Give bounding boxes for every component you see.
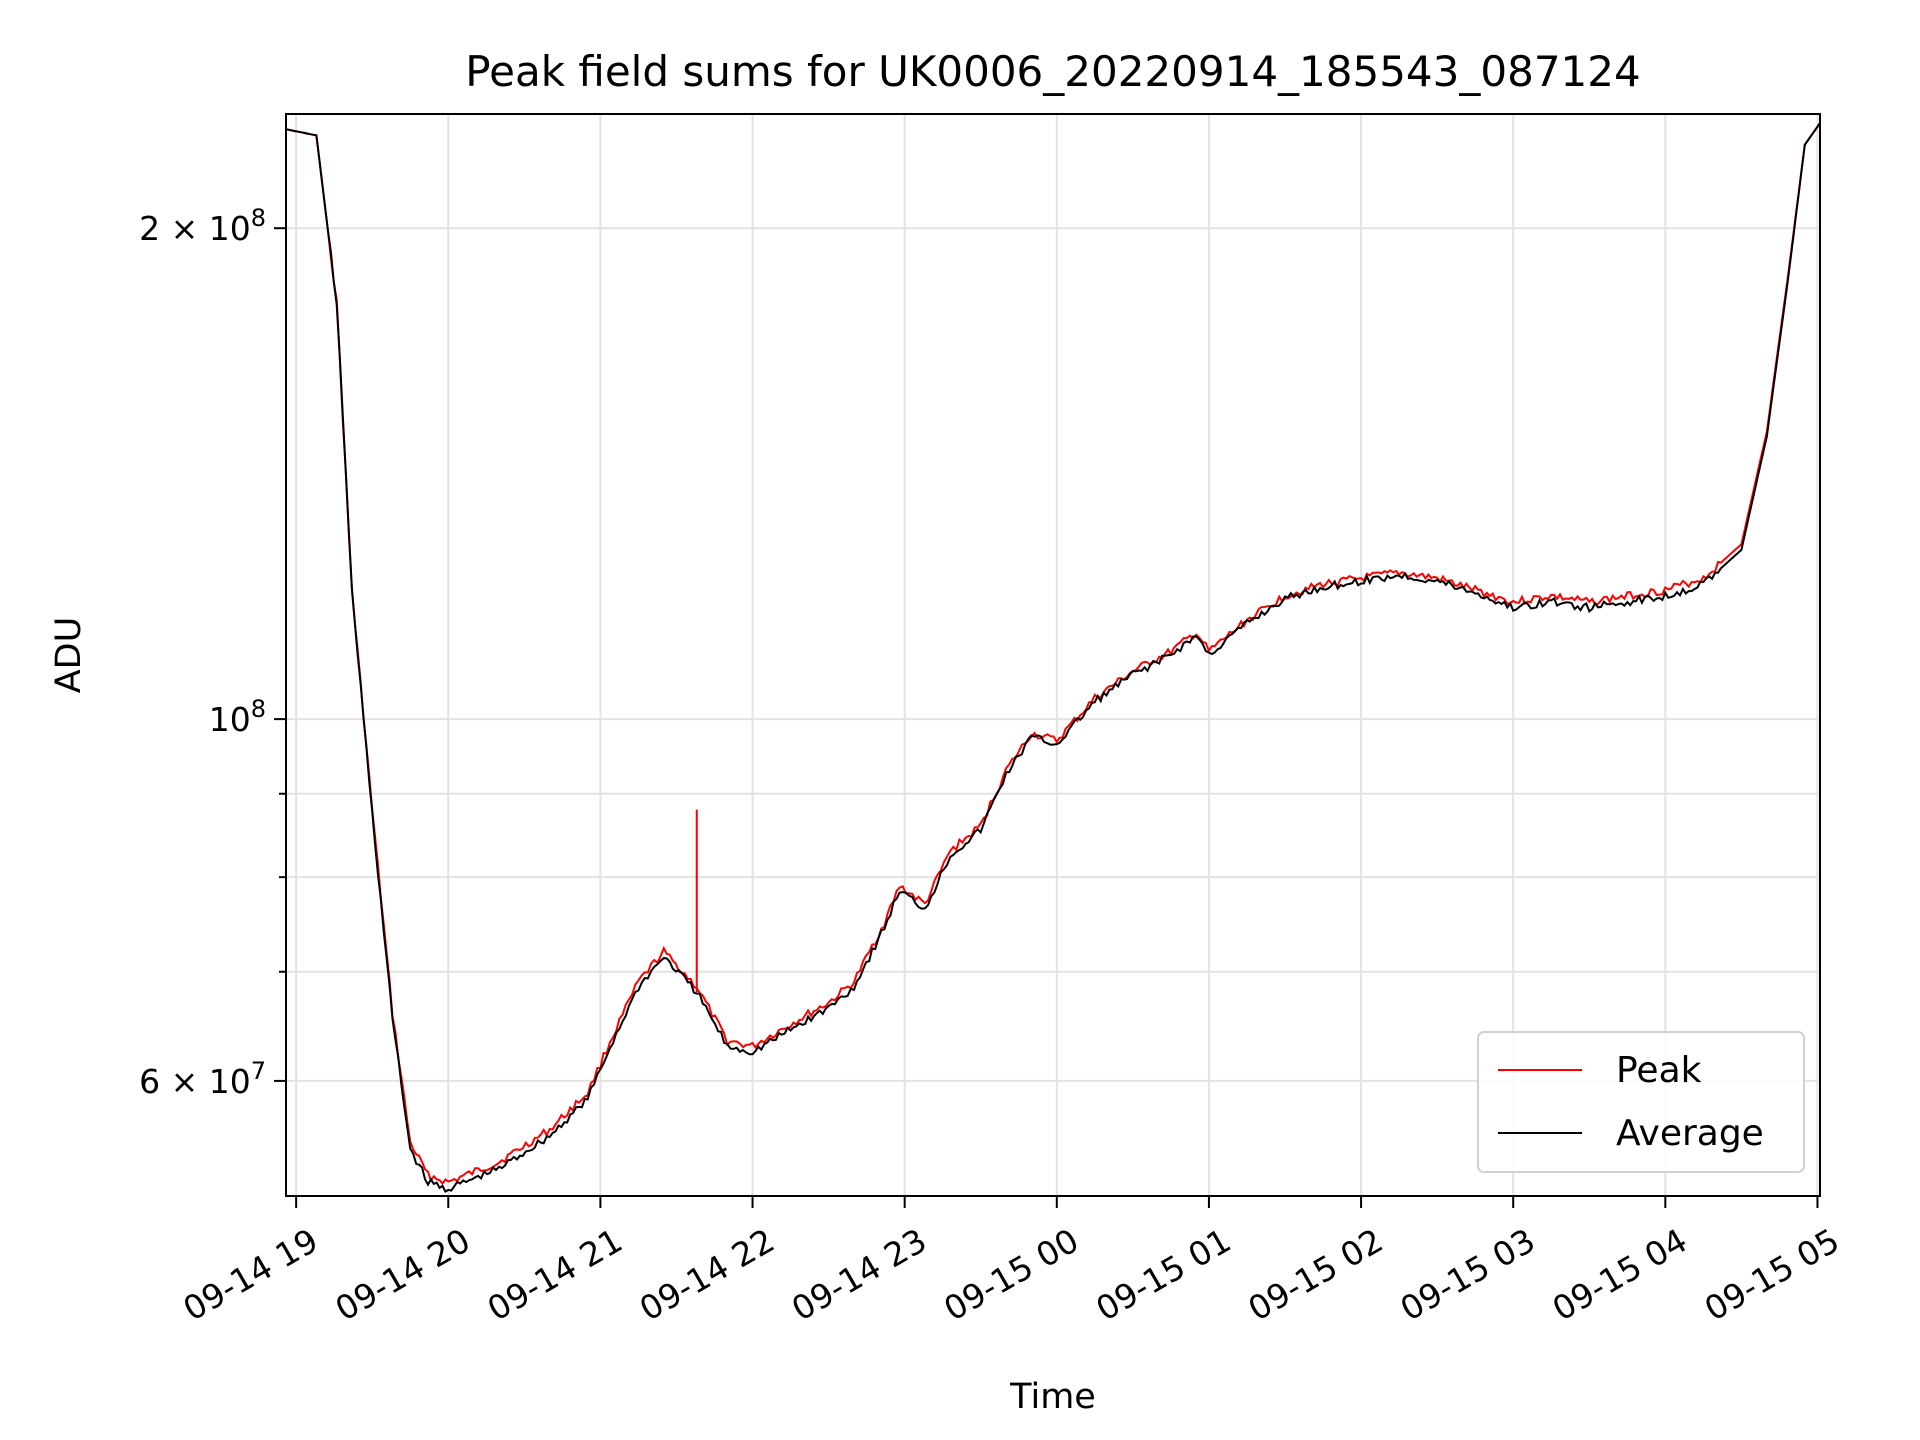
x-tick-label: 09-14 22 (633, 1221, 781, 1329)
series-layer (286, 122, 1820, 1194)
x-tick-label: 09-14 20 (329, 1221, 477, 1329)
y-tick-label: 6 × 107 (139, 1057, 266, 1101)
y-tick-label: 2 × 108 (139, 204, 266, 248)
y-tick-label: 108 (209, 695, 266, 739)
x-tick-label: 09-15 01 (1089, 1221, 1237, 1329)
grid-layer (286, 114, 1820, 1196)
chart-title: Peak field sums for UK0006_20220914_1855… (465, 47, 1640, 96)
legend-box (1477, 1031, 1805, 1173)
x-tick-label: 09-15 05 (1698, 1221, 1846, 1329)
y-axis-label: ADU (49, 617, 89, 694)
x-tick-label: 09-14 21 (481, 1221, 629, 1329)
series-line-peak (286, 122, 1820, 1186)
x-tick-label: 09-15 03 (1394, 1221, 1542, 1329)
x-tick-label: 09-14 19 (177, 1221, 325, 1329)
series-line-average (286, 122, 1820, 1194)
x-tick-label: 09-14 23 (785, 1221, 933, 1329)
legend-peak-label: Peak (1616, 1050, 1702, 1091)
x-axis-label: Time (1009, 1377, 1096, 1417)
legend: Peak Average (1477, 1031, 1805, 1173)
x-tick-label: 09-15 02 (1241, 1221, 1389, 1329)
x-tick-label: 09-15 04 (1546, 1221, 1694, 1329)
x-tick-label: 09-15 00 (937, 1221, 1085, 1329)
legend-average-label: Average (1616, 1113, 1764, 1154)
plot-frame (285, 113, 1821, 1197)
